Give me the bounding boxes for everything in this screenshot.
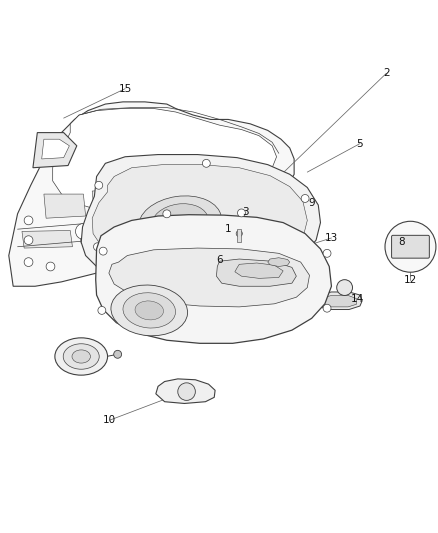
Circle shape [162, 210, 170, 218]
Circle shape [258, 205, 267, 214]
Ellipse shape [72, 350, 90, 363]
Circle shape [144, 208, 163, 228]
Circle shape [336, 280, 352, 295]
Polygon shape [245, 223, 265, 243]
Circle shape [98, 306, 106, 314]
Ellipse shape [63, 344, 99, 369]
Circle shape [24, 258, 33, 266]
Circle shape [24, 216, 33, 225]
Circle shape [300, 243, 308, 251]
Text: 1: 1 [224, 224, 231, 234]
Circle shape [95, 181, 102, 189]
Polygon shape [79, 226, 134, 244]
Polygon shape [267, 258, 289, 266]
Polygon shape [109, 248, 309, 307]
Circle shape [113, 350, 121, 358]
Ellipse shape [111, 285, 187, 336]
Ellipse shape [123, 293, 175, 328]
Polygon shape [42, 139, 69, 159]
Polygon shape [81, 155, 320, 285]
Text: 10: 10 [103, 415, 116, 425]
Ellipse shape [138, 196, 221, 249]
Polygon shape [210, 184, 256, 204]
Text: 14: 14 [350, 294, 364, 304]
Text: 9: 9 [307, 198, 314, 208]
Text: 8: 8 [397, 237, 404, 247]
Polygon shape [216, 259, 296, 286]
Polygon shape [153, 187, 199, 208]
Circle shape [93, 243, 101, 251]
Circle shape [236, 230, 242, 237]
Polygon shape [155, 379, 215, 403]
Polygon shape [321, 295, 356, 307]
Polygon shape [140, 223, 195, 240]
Circle shape [46, 262, 55, 271]
Polygon shape [33, 133, 77, 168]
Polygon shape [237, 229, 240, 243]
Polygon shape [53, 108, 276, 212]
Polygon shape [201, 220, 247, 237]
Polygon shape [162, 227, 180, 255]
Circle shape [148, 213, 159, 223]
Circle shape [99, 247, 107, 255]
Circle shape [258, 225, 267, 233]
Circle shape [322, 249, 330, 257]
Circle shape [24, 236, 33, 245]
Polygon shape [234, 263, 283, 278]
Polygon shape [22, 230, 72, 248]
Text: 6: 6 [215, 255, 223, 265]
Circle shape [300, 195, 308, 203]
Ellipse shape [55, 338, 107, 375]
Polygon shape [245, 203, 293, 233]
Circle shape [322, 304, 330, 312]
Text: 2: 2 [382, 68, 389, 78]
Ellipse shape [151, 204, 208, 241]
Circle shape [177, 383, 195, 400]
Text: 12: 12 [403, 274, 416, 285]
Ellipse shape [135, 301, 163, 320]
Text: 13: 13 [324, 233, 337, 243]
Polygon shape [315, 292, 361, 310]
Circle shape [237, 209, 245, 217]
Text: 3: 3 [242, 207, 249, 216]
Polygon shape [92, 165, 307, 270]
Circle shape [75, 223, 91, 239]
Polygon shape [92, 190, 142, 214]
Polygon shape [9, 102, 293, 286]
Text: 15: 15 [118, 84, 131, 94]
Polygon shape [95, 215, 331, 343]
Polygon shape [44, 194, 85, 218]
FancyBboxPatch shape [391, 236, 428, 258]
Text: 5: 5 [356, 139, 363, 149]
Circle shape [202, 159, 210, 167]
Circle shape [384, 221, 435, 272]
